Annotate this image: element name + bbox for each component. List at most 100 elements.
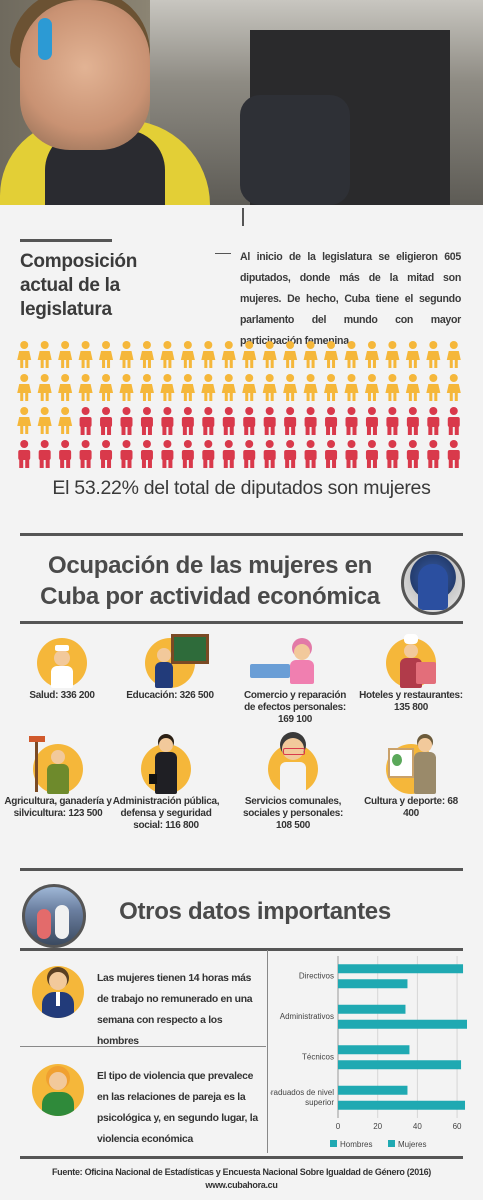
section-divider	[20, 533, 463, 536]
woman-figure	[180, 374, 195, 401]
woman-figure	[344, 341, 359, 368]
worker-photo	[401, 551, 465, 615]
man-figure	[202, 440, 215, 468]
source-note: Fuente: Oficina Nacional de Estadísticas…	[51, 1167, 432, 1177]
section-divider	[20, 621, 463, 624]
occupation-label: Administración pública, defensa y seguri…	[112, 796, 220, 831]
tick-label: 40	[413, 1122, 422, 1131]
woman-figure	[303, 374, 318, 401]
bar-mujeres	[338, 1060, 462, 1070]
section-divider	[20, 868, 463, 871]
bar-hombres	[338, 1045, 410, 1055]
man-figure	[120, 407, 133, 435]
man-figure	[325, 440, 338, 468]
section-title-otros-datos: Otros datos importantes	[119, 898, 391, 925]
woman-figure	[160, 374, 175, 401]
occupation-item: Hoteles y restaurantes: 135 800	[356, 634, 466, 714]
man-figure	[263, 440, 276, 468]
man-figure	[365, 440, 378, 468]
man-figure	[79, 440, 92, 468]
category-label: Directivos	[299, 971, 334, 980]
legend-swatch	[330, 1140, 337, 1147]
woman-figure	[364, 341, 379, 368]
man-figure	[222, 440, 235, 468]
legend-label: Mujeres	[398, 1140, 426, 1149]
woman-figure	[119, 341, 134, 368]
category-label: Administrativos	[280, 1012, 334, 1021]
occupation-item: Salud: 336 200	[7, 638, 117, 702]
occupation-label: Agricultura, ganadería y silvicultura: 1…	[4, 796, 112, 819]
woman-figure	[37, 374, 52, 401]
woman-figure	[426, 341, 441, 368]
woman-figure	[58, 407, 73, 434]
woman-figure	[405, 374, 420, 401]
man-figure	[38, 440, 51, 468]
footer: Fuente: Oficina Nacional de Estadísticas…	[0, 1166, 483, 1192]
bar-mujeres	[338, 1100, 466, 1110]
woman-figure	[446, 341, 461, 368]
fact-violence: El tipo de violencia que prevalece en la…	[97, 1071, 258, 1145]
occupation-label: Salud: 336 200	[29, 690, 95, 701]
man-figure	[140, 440, 153, 468]
man-figure	[181, 440, 194, 468]
woman-figure	[324, 341, 339, 368]
painter-icon	[386, 738, 436, 794]
woman-figure	[139, 374, 154, 401]
occupation-item: Comercio y reparación de efectos persona…	[240, 638, 350, 726]
man-figure	[100, 440, 113, 468]
teacher-icon	[145, 634, 209, 688]
woman-figure	[242, 341, 257, 368]
woman-figure	[405, 341, 420, 368]
tick-label: 60	[453, 1122, 462, 1131]
divider	[215, 253, 231, 254]
woman-figure	[58, 341, 73, 368]
section-divider	[20, 1156, 463, 1159]
woman-figure	[17, 341, 32, 368]
businessman-icon	[32, 966, 84, 1018]
man-figure	[304, 407, 317, 435]
man-figure	[447, 407, 460, 435]
woman-figure	[324, 374, 339, 401]
bar-mujeres	[338, 1019, 467, 1029]
man-figure	[263, 407, 276, 435]
woman-figure	[262, 374, 277, 401]
man-figure	[181, 407, 194, 435]
man-figure	[406, 440, 419, 468]
title-rule	[20, 239, 112, 242]
occupation-label: Comercio y reparación de efectos persona…	[243, 690, 347, 725]
woman-figure	[426, 374, 441, 401]
woman-figure	[99, 341, 114, 368]
man-figure	[140, 407, 153, 435]
man-figure	[304, 440, 317, 468]
woman-figure	[119, 374, 134, 401]
woman-figure	[139, 341, 154, 368]
man-figure	[59, 440, 72, 468]
section-title-legislatura: Composición actual de la legislatura	[20, 251, 138, 320]
man-figure	[447, 440, 460, 468]
woman-icon	[32, 1064, 84, 1116]
woman-figure	[201, 341, 216, 368]
woman-figure	[221, 374, 236, 401]
man-figure	[100, 407, 113, 435]
man-figure	[345, 440, 358, 468]
section-divider	[20, 948, 463, 951]
man-figure	[79, 407, 92, 435]
legend-label: Hombres	[340, 1140, 372, 1149]
man-figure	[427, 407, 440, 435]
website-url: www.cubahora.cu	[205, 1180, 278, 1190]
header-photo	[0, 0, 483, 205]
man-figure	[284, 440, 297, 468]
woman-figure	[17, 407, 32, 434]
worker-icon	[268, 738, 318, 794]
occupation-label: Servicios comunales, sociales y personal…	[242, 796, 344, 831]
nurse-icon	[37, 638, 87, 688]
women-percentage-caption: El 53.22% del total de diputados son muj…	[52, 477, 431, 499]
woman-figure	[385, 374, 400, 401]
fact-unpaid-work: Las mujeres tienen 14 horas más de traba…	[97, 973, 253, 1047]
man-figure	[345, 407, 358, 435]
man-figure	[386, 407, 399, 435]
children-photo	[22, 884, 86, 948]
woman-figure	[99, 374, 114, 401]
bar-hombres	[338, 1004, 406, 1014]
man-figure	[120, 440, 133, 468]
